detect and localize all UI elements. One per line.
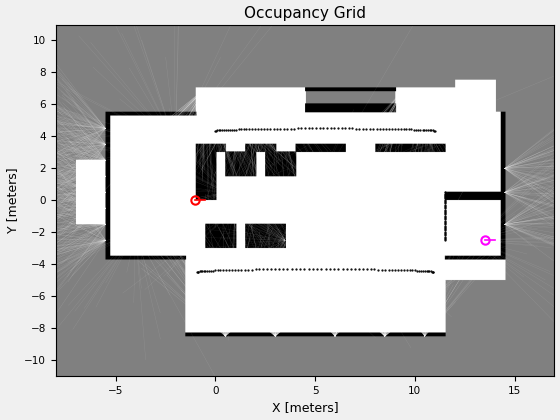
X-axis label: X [meters]: X [meters] xyxy=(272,402,338,415)
Y-axis label: Y [meters]: Y [meters] xyxy=(6,168,18,233)
Title: Occupancy Grid: Occupancy Grid xyxy=(244,5,366,21)
